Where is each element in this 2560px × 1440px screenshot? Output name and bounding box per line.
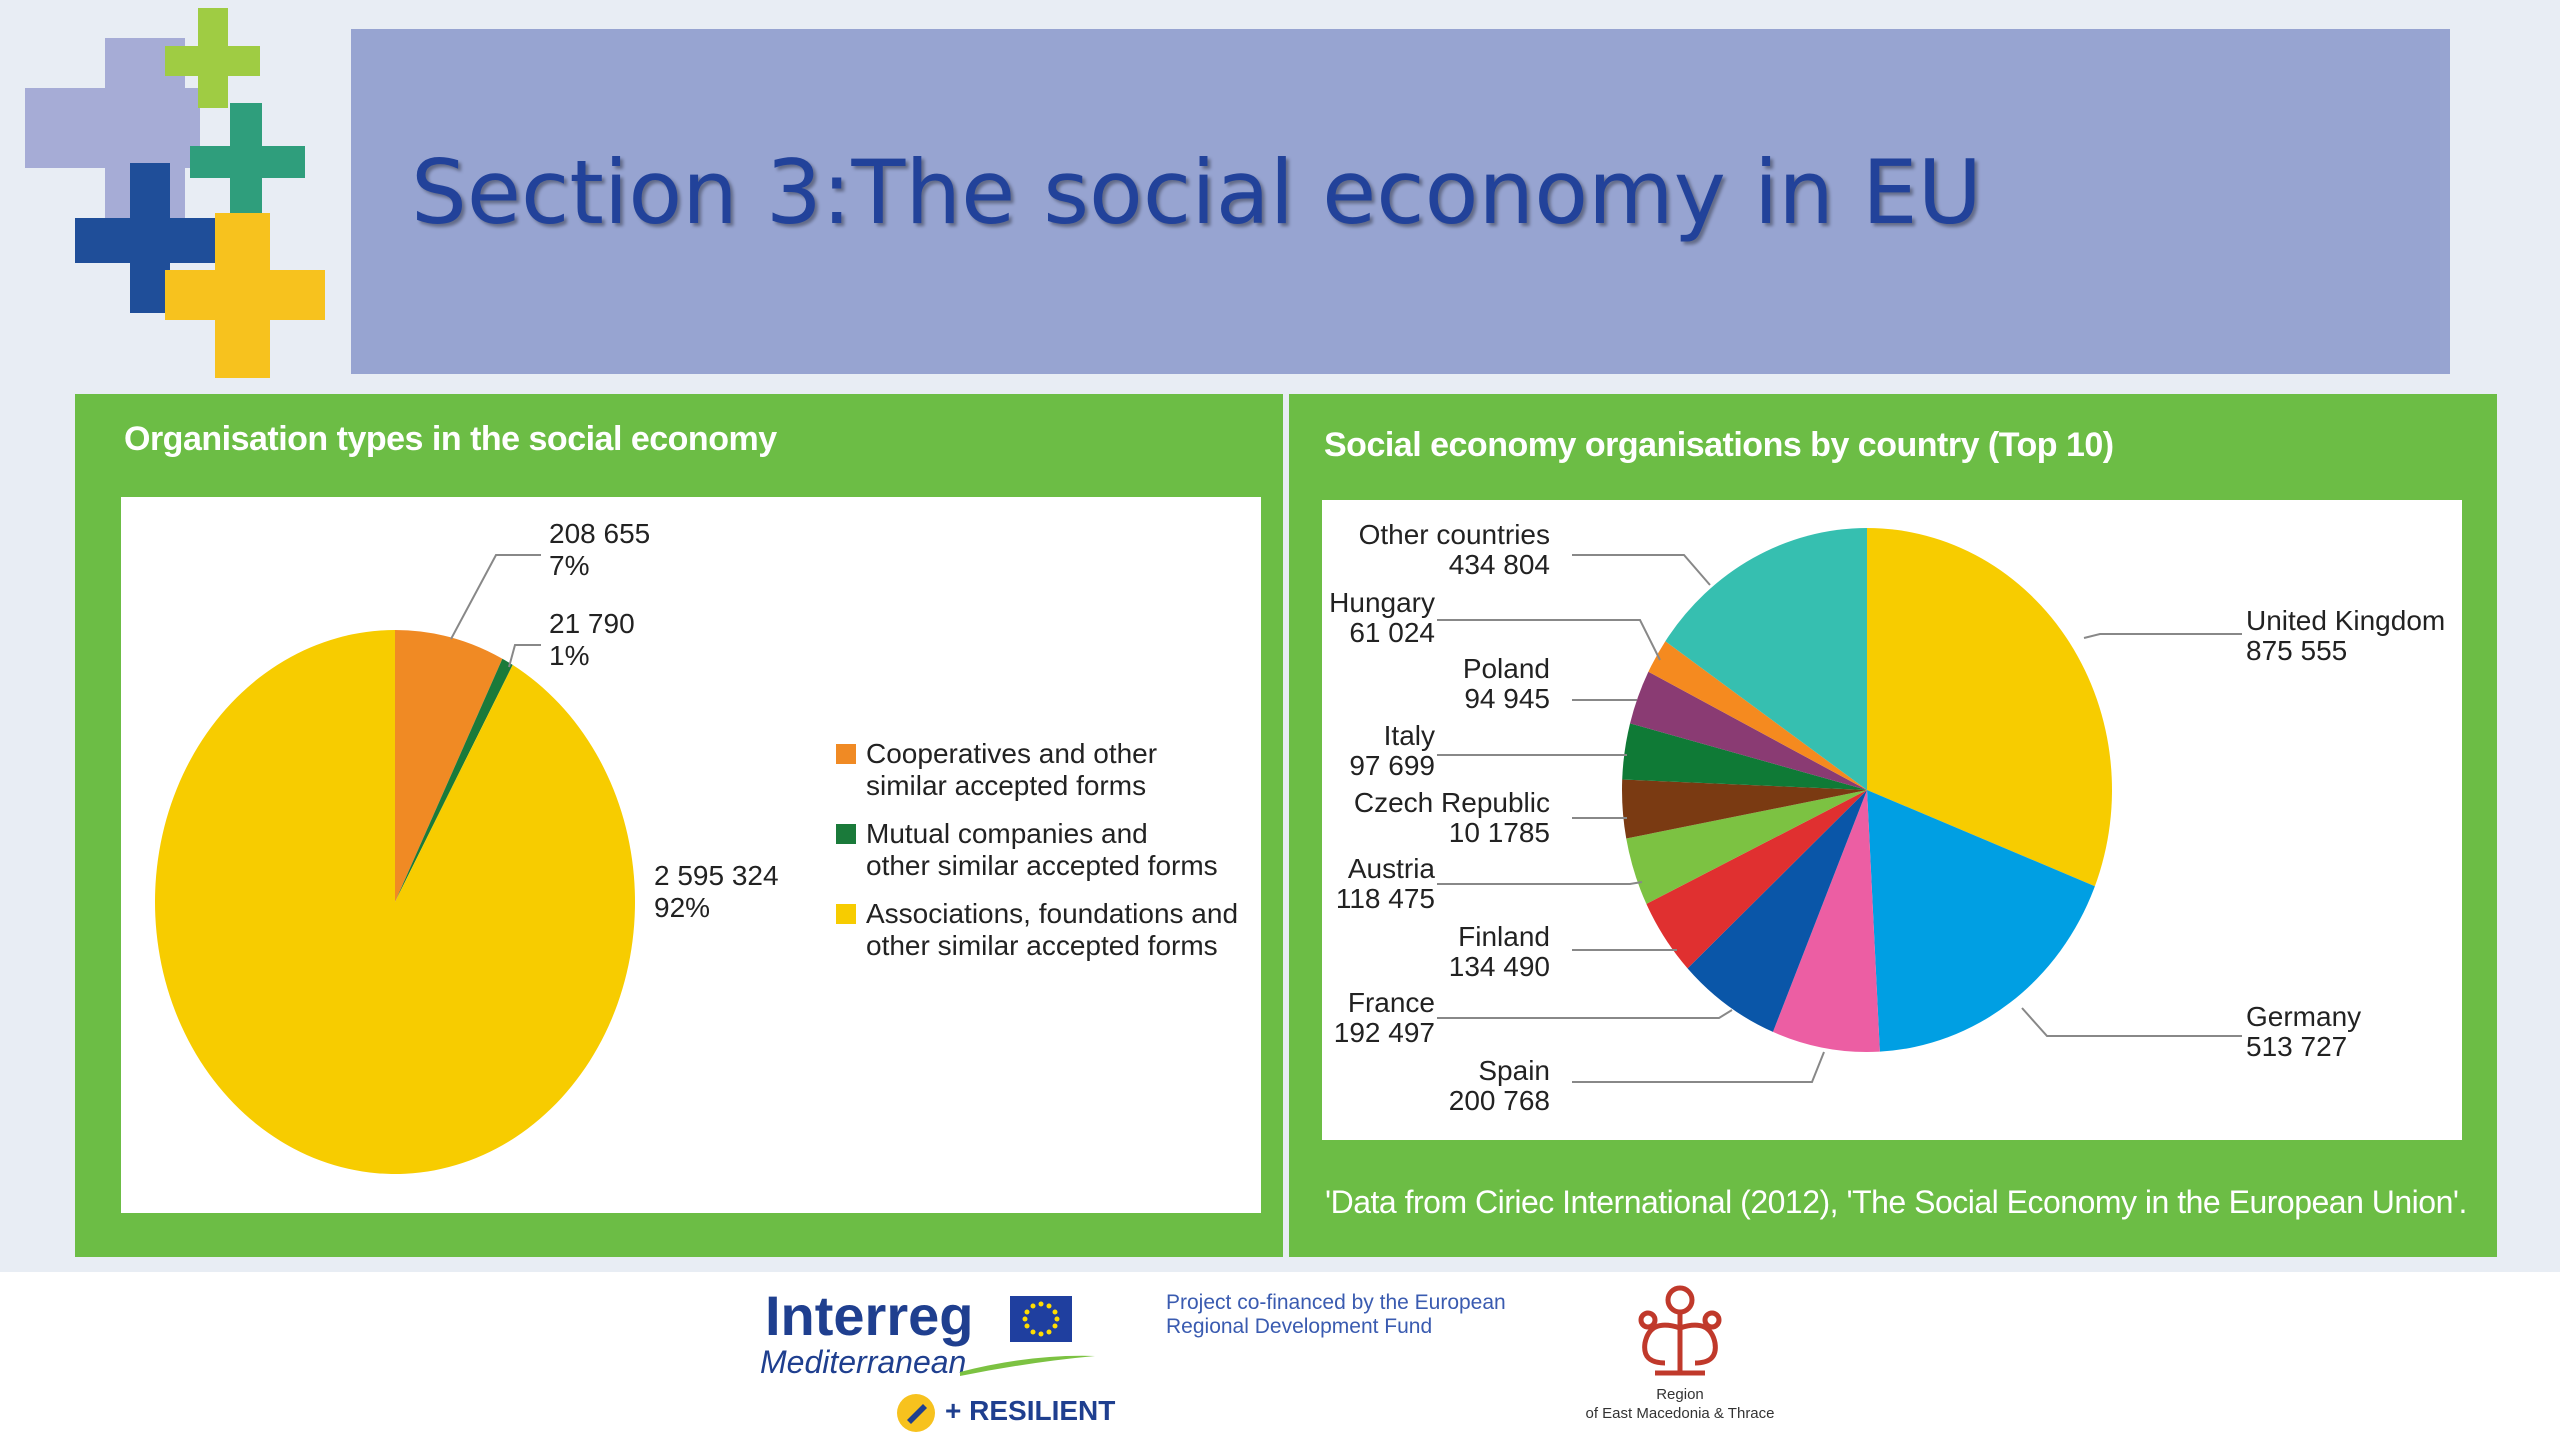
cofinance-line: Project co-financed by the European — [1166, 1291, 1506, 1314]
pie-slice-mutual-companies-and-other-similar-accepted-forms — [395, 658, 513, 902]
leader-line-mutual — [508, 644, 541, 668]
slice-percent-associations: 92% — [654, 892, 710, 923]
pie-slice-other-countries — [1665, 528, 1867, 790]
pie-slice-finland — [1646, 790, 1867, 969]
legend-swatch — [836, 744, 856, 764]
region-line: Region — [1656, 1386, 1704, 1403]
country-label-other-countries: Other countries — [1359, 519, 1550, 550]
pie-slice-united-kingdom — [1867, 528, 2112, 887]
country-value-czech-republic: 10 1785 — [1449, 817, 1550, 848]
region-text: Region of East Macedonia & Thrace — [1560, 1385, 1800, 1423]
slice-percent-cooperatives: 7% — [549, 550, 589, 581]
country-label-poland: Poland — [1463, 653, 1550, 684]
legend-label: similar accepted forms — [866, 770, 1146, 801]
swoosh-icon — [960, 1355, 1095, 1376]
legend-item-associations: Associations, foundations and other simi… — [836, 898, 1238, 961]
legend-swatch — [836, 824, 856, 844]
resilient-logo-text: + RESILIENT — [945, 1395, 1116, 1426]
country-label-germany: Germany — [2246, 1001, 2361, 1032]
slice-percent-mutual: 1% — [549, 640, 589, 671]
leader-line-united-kingdom — [2083, 633, 2242, 639]
leader-line-spain — [1572, 1051, 1825, 1083]
country-label-spain: Spain — [1478, 1055, 1550, 1086]
legend-label: other similar accepted forms — [866, 850, 1218, 881]
country-value-austria: 118 475 — [1336, 883, 1435, 914]
legend-item-mutual: Mutual companies and other similar accep… — [836, 818, 1218, 881]
eu-flag-icon — [1010, 1296, 1072, 1342]
country-value-poland: 94 945 — [1464, 683, 1550, 714]
footer — [0, 1272, 2560, 1440]
leader-line-austria — [1437, 881, 1643, 885]
pie-slice-poland — [1630, 671, 1867, 790]
country-value-finland: 134 490 — [1449, 951, 1550, 982]
slice-value-associations: 2 595 324 — [654, 860, 779, 891]
country-panel: Social economy organisations by country … — [1289, 394, 2497, 1257]
chart-title-org-types: Organisation types in the social economy — [124, 420, 777, 458]
title-banner: Section 3:The social economy in EU — [351, 29, 2450, 374]
organisation-types-panel: Organisation types in the social economy… — [75, 394, 1283, 1257]
legend-label: Associations, foundations and — [866, 898, 1238, 929]
pie-slice-germany — [1867, 790, 2095, 1052]
cofinance-text: Project co-financed by the European Regi… — [1166, 1291, 1566, 1339]
country-label-italy: Italy — [1384, 720, 1435, 751]
legend-label: Cooperatives and other — [866, 738, 1157, 769]
pie-slice-spain — [1772, 790, 1880, 1052]
country-label-hungary: Hungary — [1329, 587, 1435, 618]
country-value-hungary: 61 024 — [1349, 617, 1435, 648]
country-label-finland: Finland — [1458, 921, 1550, 952]
slice-value-cooperatives: 208 655 — [549, 518, 650, 549]
country-value-italy: 97 699 — [1349, 750, 1435, 781]
country-label-united-kingdom: United Kingdom — [2246, 605, 2445, 636]
country-label-france: France — [1348, 987, 1435, 1018]
country-value-spain: 200 768 — [1449, 1085, 1550, 1116]
pie-slice-italy — [1622, 723, 1867, 790]
source-note: 'Data from Ciriec International (2012), … — [1325, 1184, 2467, 1220]
legend-label: Mutual companies and — [866, 818, 1148, 849]
leader-line-cooperatives — [450, 554, 541, 640]
country-label-austria: Austria — [1348, 853, 1436, 884]
leader-line-germany — [2021, 1007, 2242, 1037]
pie-slice-austria — [1626, 790, 1867, 904]
pie-slice-associations-foundations-and-other-similar-accepted-forms — [155, 630, 636, 1174]
pie-slice-czech-republic — [1622, 779, 1867, 839]
leader-line-other-countries — [1572, 554, 1711, 586]
mediterranean-logo-text: Mediterranean — [760, 1344, 967, 1380]
country-label-czech-republic: Czech Republic — [1354, 787, 1550, 818]
slice-value-mutual: 21 790 — [549, 608, 635, 639]
legend-label: other similar accepted forms — [866, 930, 1218, 961]
country-value-france: 192 497 — [1334, 1017, 1435, 1048]
org-types-chart-area: 208 655 7% 21 790 1% 2 595 324 92% Coope… — [121, 497, 1261, 1213]
project-logo — [25, 8, 325, 378]
legend: Cooperatives and other similar accepted … — [836, 738, 1238, 961]
chart-title-by-country: Social economy organisations by country … — [1324, 426, 2114, 464]
pie-slice-hungary — [1648, 641, 1867, 790]
country-value-united-kingdom: 875 555 — [2246, 635, 2347, 666]
logo-cross-lightgreen — [165, 8, 260, 108]
logo-cross-navy — [75, 163, 215, 313]
logo-cross-teal — [190, 103, 305, 223]
leader-line-hungary — [1437, 619, 1661, 661]
region-line: of East Macedonia & Thrace — [1585, 1405, 1775, 1422]
legend-item-cooperatives: Cooperatives and other similar accepted … — [836, 738, 1157, 801]
country-pie-chart: United Kingdom 875 555 Germany 513 727 S… — [1329, 519, 2445, 1116]
pie-slice-cooperatives-and-other-similar-accepted-forms — [395, 630, 503, 902]
region-emblem-icon — [1638, 1285, 1722, 1376]
org-types-pie-chart: 208 655 7% 21 790 1% 2 595 324 92% Coope… — [155, 518, 1238, 1174]
country-value-other-countries: 434 804 — [1449, 549, 1550, 580]
pie-slice-france — [1687, 790, 1867, 1032]
leader-line-france — [1437, 1009, 1733, 1019]
legend-swatch — [836, 904, 856, 924]
country-value-germany: 513 727 — [2246, 1031, 2347, 1062]
logo-cross-yellow — [165, 213, 325, 378]
page-title: Section 3:The social economy in EU — [411, 141, 1983, 244]
resilient-badge-icon — [897, 1394, 935, 1432]
interreg-logo-text: Interreg — [765, 1284, 974, 1347]
cofinance-line: Regional Development Fund — [1166, 1315, 1433, 1338]
country-chart-area: United Kingdom 875 555 Germany 513 727 S… — [1322, 500, 2462, 1140]
